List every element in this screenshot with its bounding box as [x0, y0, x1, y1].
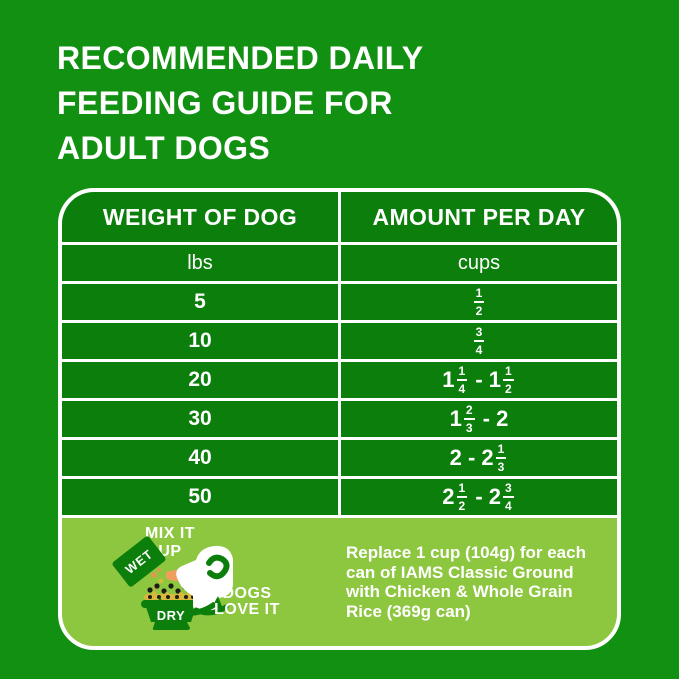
dry-label: DRY: [156, 607, 186, 623]
weight-cell: 20: [62, 362, 338, 398]
amount-text: 1: [449, 406, 462, 431]
amount-text: - 2: [476, 406, 509, 431]
page-title: RECOMMENDED DAILY FEEDING GUIDE FOR ADUL…: [57, 40, 424, 166]
mix-panel: MIX IT UP WET DRY DOGS LOVE IT Replace 1…: [62, 518, 617, 646]
dogs-love-it-label: DOGS LOVE IT: [214, 584, 280, 618]
wet-label: WET: [122, 546, 156, 576]
weight-cell: 5: [62, 284, 338, 320]
dog-head: [176, 545, 233, 612]
mix-arrow-icon: [154, 595, 223, 616]
weight-cell: 50: [62, 479, 338, 515]
weight-cell: 10: [62, 323, 338, 359]
amount-text: - 1: [469, 367, 502, 392]
mix-illustration: [141, 545, 233, 630]
mix-it-up-label: MIX IT UP: [144, 524, 196, 560]
mix-graphic: MIX IT UP WET DRY DOGS LOVE IT: [62, 520, 342, 645]
dog-ear: [206, 554, 230, 579]
column-header-weight: WEIGHT OF DOG: [62, 192, 338, 242]
amount-text: 2: [442, 484, 455, 509]
unit-label-amount: cups: [341, 245, 617, 281]
weight-cell: 30: [62, 401, 338, 437]
weight-cell: 40: [62, 440, 338, 476]
unit-label-weight: lbs: [62, 245, 338, 281]
column-header-amount: AMOUNT PER DAY: [341, 192, 617, 242]
amount-text: 2 - 2: [449, 445, 494, 470]
replacement-note: Replace 1 cup (104g) for each can of IAM…: [346, 543, 586, 621]
amount-text: 1: [442, 367, 455, 392]
amount-text: - 2: [469, 484, 502, 509]
